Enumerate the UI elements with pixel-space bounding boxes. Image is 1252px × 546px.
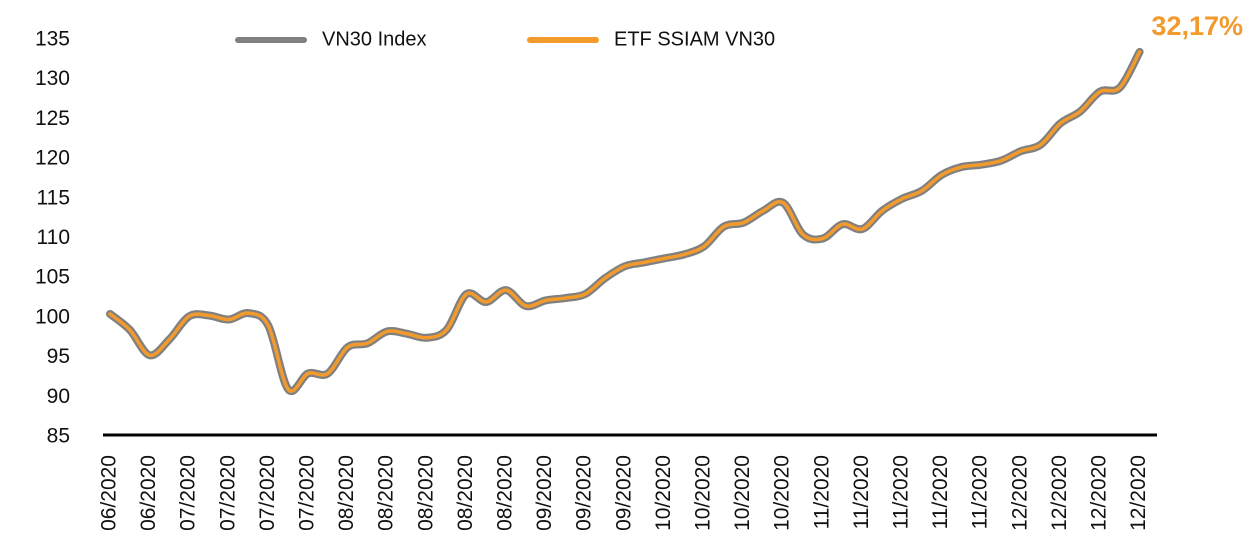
x-tick-label: 09/2020 — [612, 455, 635, 531]
x-tick-label: 12/2020 — [1008, 455, 1031, 531]
x-tick-label: 07/2020 — [256, 455, 279, 531]
x-tick-label: 09/2020 — [533, 455, 556, 531]
x-tick-label: 08/2020 — [414, 455, 437, 531]
y-tick-label: 100 — [35, 305, 70, 328]
x-tick-label: 06/2020 — [137, 455, 160, 531]
x-tick-label: 12/2020 — [1088, 455, 1111, 531]
x-tick-label: 07/2020 — [216, 455, 239, 531]
y-tick-label: 120 — [35, 147, 70, 170]
legend-label: VN30 Index — [322, 28, 427, 50]
x-tick-label: 12/2020 — [1048, 455, 1071, 531]
annotation: 32,17% — [1151, 11, 1243, 41]
x-tick-label: 10/2020 — [652, 455, 675, 531]
legend-label: ETF SSIAM VN30 — [614, 28, 775, 50]
y-tick-label: 90 — [47, 385, 70, 408]
y-tick-label: 110 — [37, 226, 70, 249]
x-tick-label: 11/2020 — [969, 455, 992, 529]
x-tick-label: 07/2020 — [177, 455, 200, 531]
x-tick-label: 06/2020 — [98, 455, 121, 531]
y-tick-label: 115 — [37, 186, 70, 209]
y-tick-label: 85 — [47, 425, 70, 448]
y-tick-label: 105 — [35, 266, 70, 289]
x-tick-label: 07/2020 — [296, 455, 319, 531]
y-tick-label: 130 — [35, 67, 70, 90]
x-tick-label: 08/2020 — [375, 455, 398, 531]
x-tick-label: 10/2020 — [692, 455, 715, 531]
y-tick-label: 95 — [47, 345, 70, 368]
x-tick-label: 08/2020 — [335, 455, 358, 531]
series-line — [108, 50, 1142, 393]
x-tick-label: 11/2020 — [850, 455, 873, 529]
y-tick-label: 125 — [35, 107, 70, 130]
x-tick-label: 10/2020 — [731, 455, 754, 531]
x-tick-label: 11/2020 — [810, 455, 833, 529]
x-tick-label: 08/2020 — [454, 455, 477, 531]
x-tick-label: 12/2020 — [1127, 455, 1150, 531]
series-line — [106, 47, 1144, 396]
x-tick-label: 08/2020 — [494, 455, 517, 531]
x-tick-label: 10/2020 — [771, 455, 794, 531]
x-tick-label: 11/2020 — [890, 455, 913, 529]
y-tick-label: 135 — [35, 28, 70, 51]
x-tick-label: 11/2020 — [929, 455, 952, 529]
x-tick-label: 09/2020 — [573, 455, 596, 531]
